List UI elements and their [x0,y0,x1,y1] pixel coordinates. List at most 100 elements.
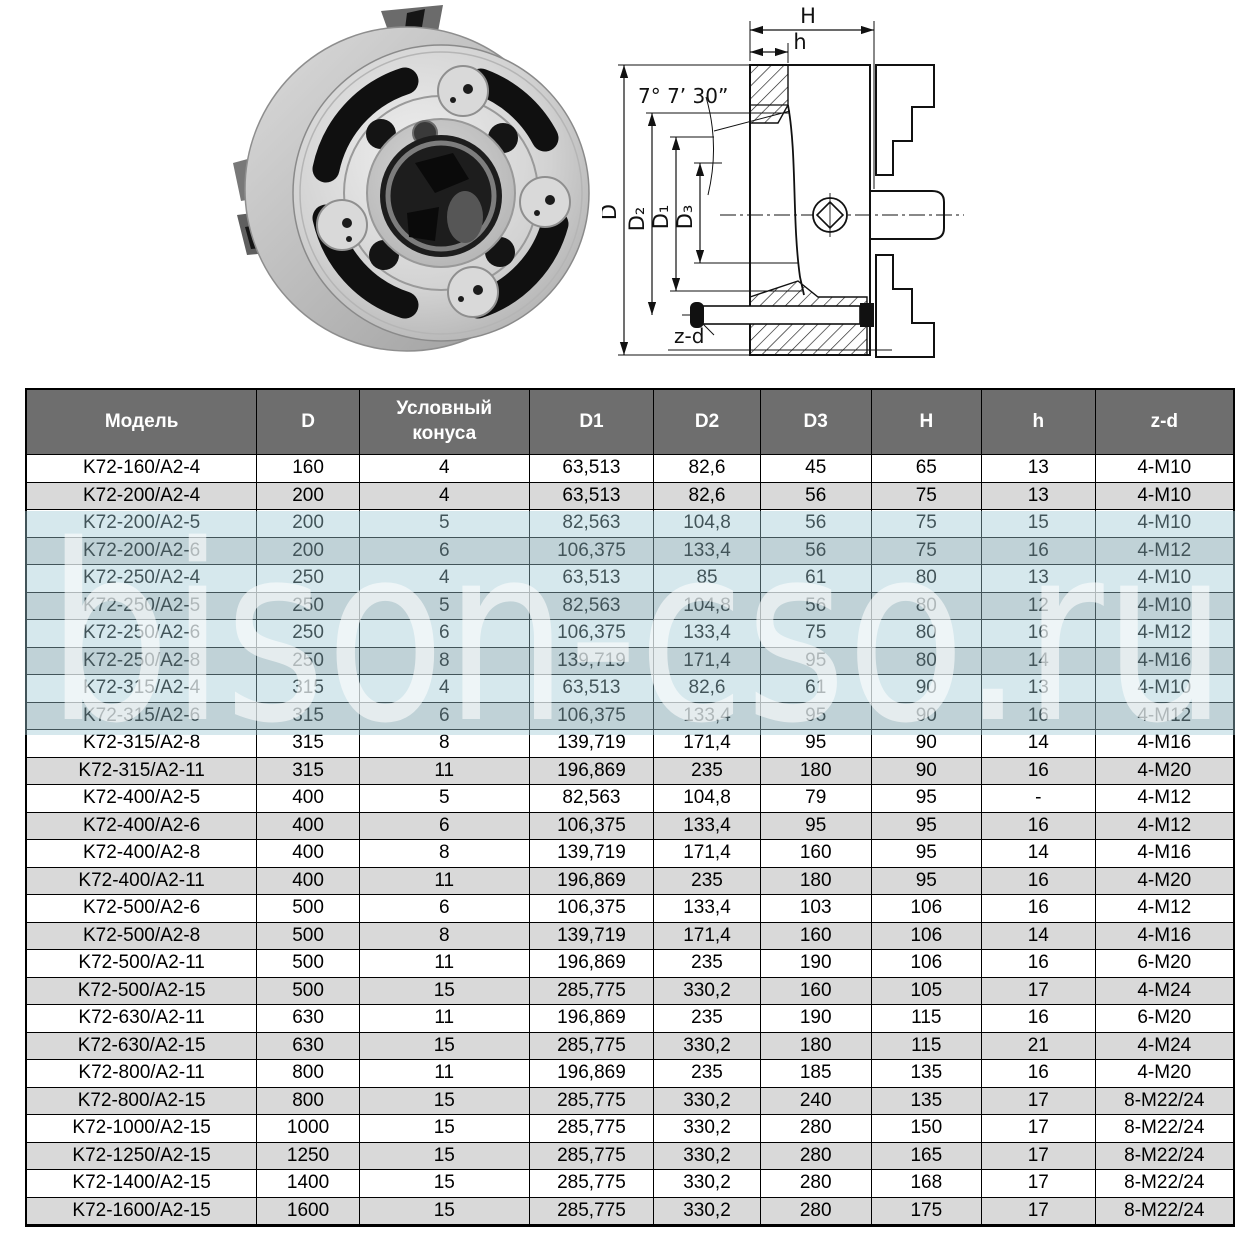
table-cell: 105 [870,976,982,1005]
table-cell: 4-M12 [1094,811,1235,840]
table-cell: 400 [256,866,360,895]
table-cell: 95 [759,729,872,758]
table-row: K72-1250/A2-15 1250 15 285,775 330,2 280 165 17… [25,1141,1235,1170]
table-cell: 90 [870,729,982,758]
table-cell: 15 [358,1086,530,1115]
table-cell: 80 [870,646,982,675]
center-bore [380,135,502,257]
table-cell: 8-M22/24 [1094,1086,1235,1115]
table-cell: 95 [759,646,872,675]
table-cell: 16 [980,866,1096,895]
table-cell: 4-M12 [1094,536,1235,565]
table-cell: K72-400/A2-11 [25,866,258,895]
table-cell: 14 [980,839,1096,868]
table-cell: 196,869 [528,1004,655,1033]
table-cell: 75 [870,536,982,565]
table-cell: 104,8 [653,784,761,813]
table-cell: 75 [759,619,872,648]
table-cell: 330,2 [653,1169,761,1198]
jaw-profiles [869,64,945,358]
table-cell: 17 [980,1169,1096,1198]
body-outline [749,64,871,356]
table-cell: 90 [870,674,982,703]
table-cell: 4-M10 [1094,481,1235,510]
table-cell: 133,4 [653,619,761,648]
table-cell: 180 [759,1031,872,1060]
table-cell: 15 [980,509,1096,538]
table-cell: 235 [653,1004,761,1033]
table-cell: 280 [759,1169,872,1198]
table-row: K72-250/A2-6 250 6 106,375 133,4 75 80 16 4-M12 [25,619,1235,648]
column-header-4: D1 [528,388,655,455]
table-cell: 1250 [256,1141,360,1170]
table-cell: 12 [980,591,1096,620]
table-cell: 139,719 [528,729,655,758]
table-row: K72-1600/A2-15 1600 15 285,775 330,2 280 175 17… [25,1196,1235,1226]
table-cell: 4-M10 [1094,454,1235,483]
table-cell: K72-800/A2-15 [25,1086,258,1115]
table-cell: 133,4 [653,536,761,565]
table-cell: 15 [358,1031,530,1060]
table-cell: K72-250/A2-4 [25,564,258,593]
table-cell: 5 [358,591,530,620]
table-cell: K72-250/A2-6 [25,619,258,648]
dim-D3-label: D₃ [673,205,697,230]
mount-bolt [682,302,902,328]
table-cell: 8-M22/24 [1094,1196,1235,1226]
table-cell: 285,775 [528,1141,655,1170]
table-cell: 235 [653,756,761,785]
column-header-5: D2 [653,388,761,455]
table-cell: K72-800/A2-11 [25,1059,258,1088]
table-cell: 80 [870,564,982,593]
column-header-2: D [256,388,360,455]
table-cell: 139,719 [528,839,655,868]
table-cell: 16 [980,1059,1096,1088]
table-cell: 56 [759,591,872,620]
table-cell: 4-M20 [1094,866,1235,895]
table-cell: 17 [980,1141,1096,1170]
table-cell: 171,4 [653,729,761,758]
table-cell: 200 [256,481,360,510]
table-cell: 150 [870,1114,982,1143]
table-cell: 103 [759,894,872,923]
dim-D3: D₃ [673,162,798,264]
table-cell: 95 [870,811,982,840]
dim-H-label: H [800,5,816,28]
table-cell: 61 [759,564,872,593]
table-cell: 235 [653,1059,761,1088]
table-cell: 115 [870,1031,982,1060]
table-cell: 285,775 [528,1114,655,1143]
dim-h: h [750,30,807,63]
table-cell: 315 [256,674,360,703]
table-cell: 330,2 [653,976,761,1005]
table-cell: 106,375 [528,701,655,730]
table-row: K72-630/A2-11 630 11 196,869 235 190 115 16 6-M2… [25,1004,1235,1033]
table-cell: 17 [980,1196,1096,1226]
table-cell: 6 [358,536,530,565]
table-cell: 15 [358,1141,530,1170]
table-cell: 171,4 [653,646,761,675]
table-cell: 196,869 [528,866,655,895]
table-row: K72-500/A2-6 500 6 106,375 133,4 103 106 16 4-M1… [25,894,1235,923]
table-cell: 4-M10 [1094,674,1235,703]
table-cell: 95 [759,811,872,840]
table-cell: 11 [358,949,530,978]
bore-sleeve [385,140,497,252]
table-cell: 13 [980,454,1096,483]
table-cell: 56 [759,509,872,538]
table-cell: 65 [870,454,982,483]
table-cell: 106,375 [528,536,655,565]
table-cell: 165 [870,1141,982,1170]
table-cell: 315 [256,756,360,785]
table-cell: 8 [358,646,530,675]
table-cell: K72-1600/A2-15 [25,1196,258,1226]
table-cell: K72-315/A2-4 [25,674,258,703]
table-cell: 4 [358,564,530,593]
table-row: K72-315/A2-6 315 6 106,375 133,4 95 90 16 4-M12 [25,701,1235,730]
table-cell: 13 [980,481,1096,510]
dim-D2: D₂ [625,112,790,315]
table-cell: 106 [870,921,982,950]
table-cell: 630 [256,1004,360,1033]
dim-D-label: D [602,204,621,220]
